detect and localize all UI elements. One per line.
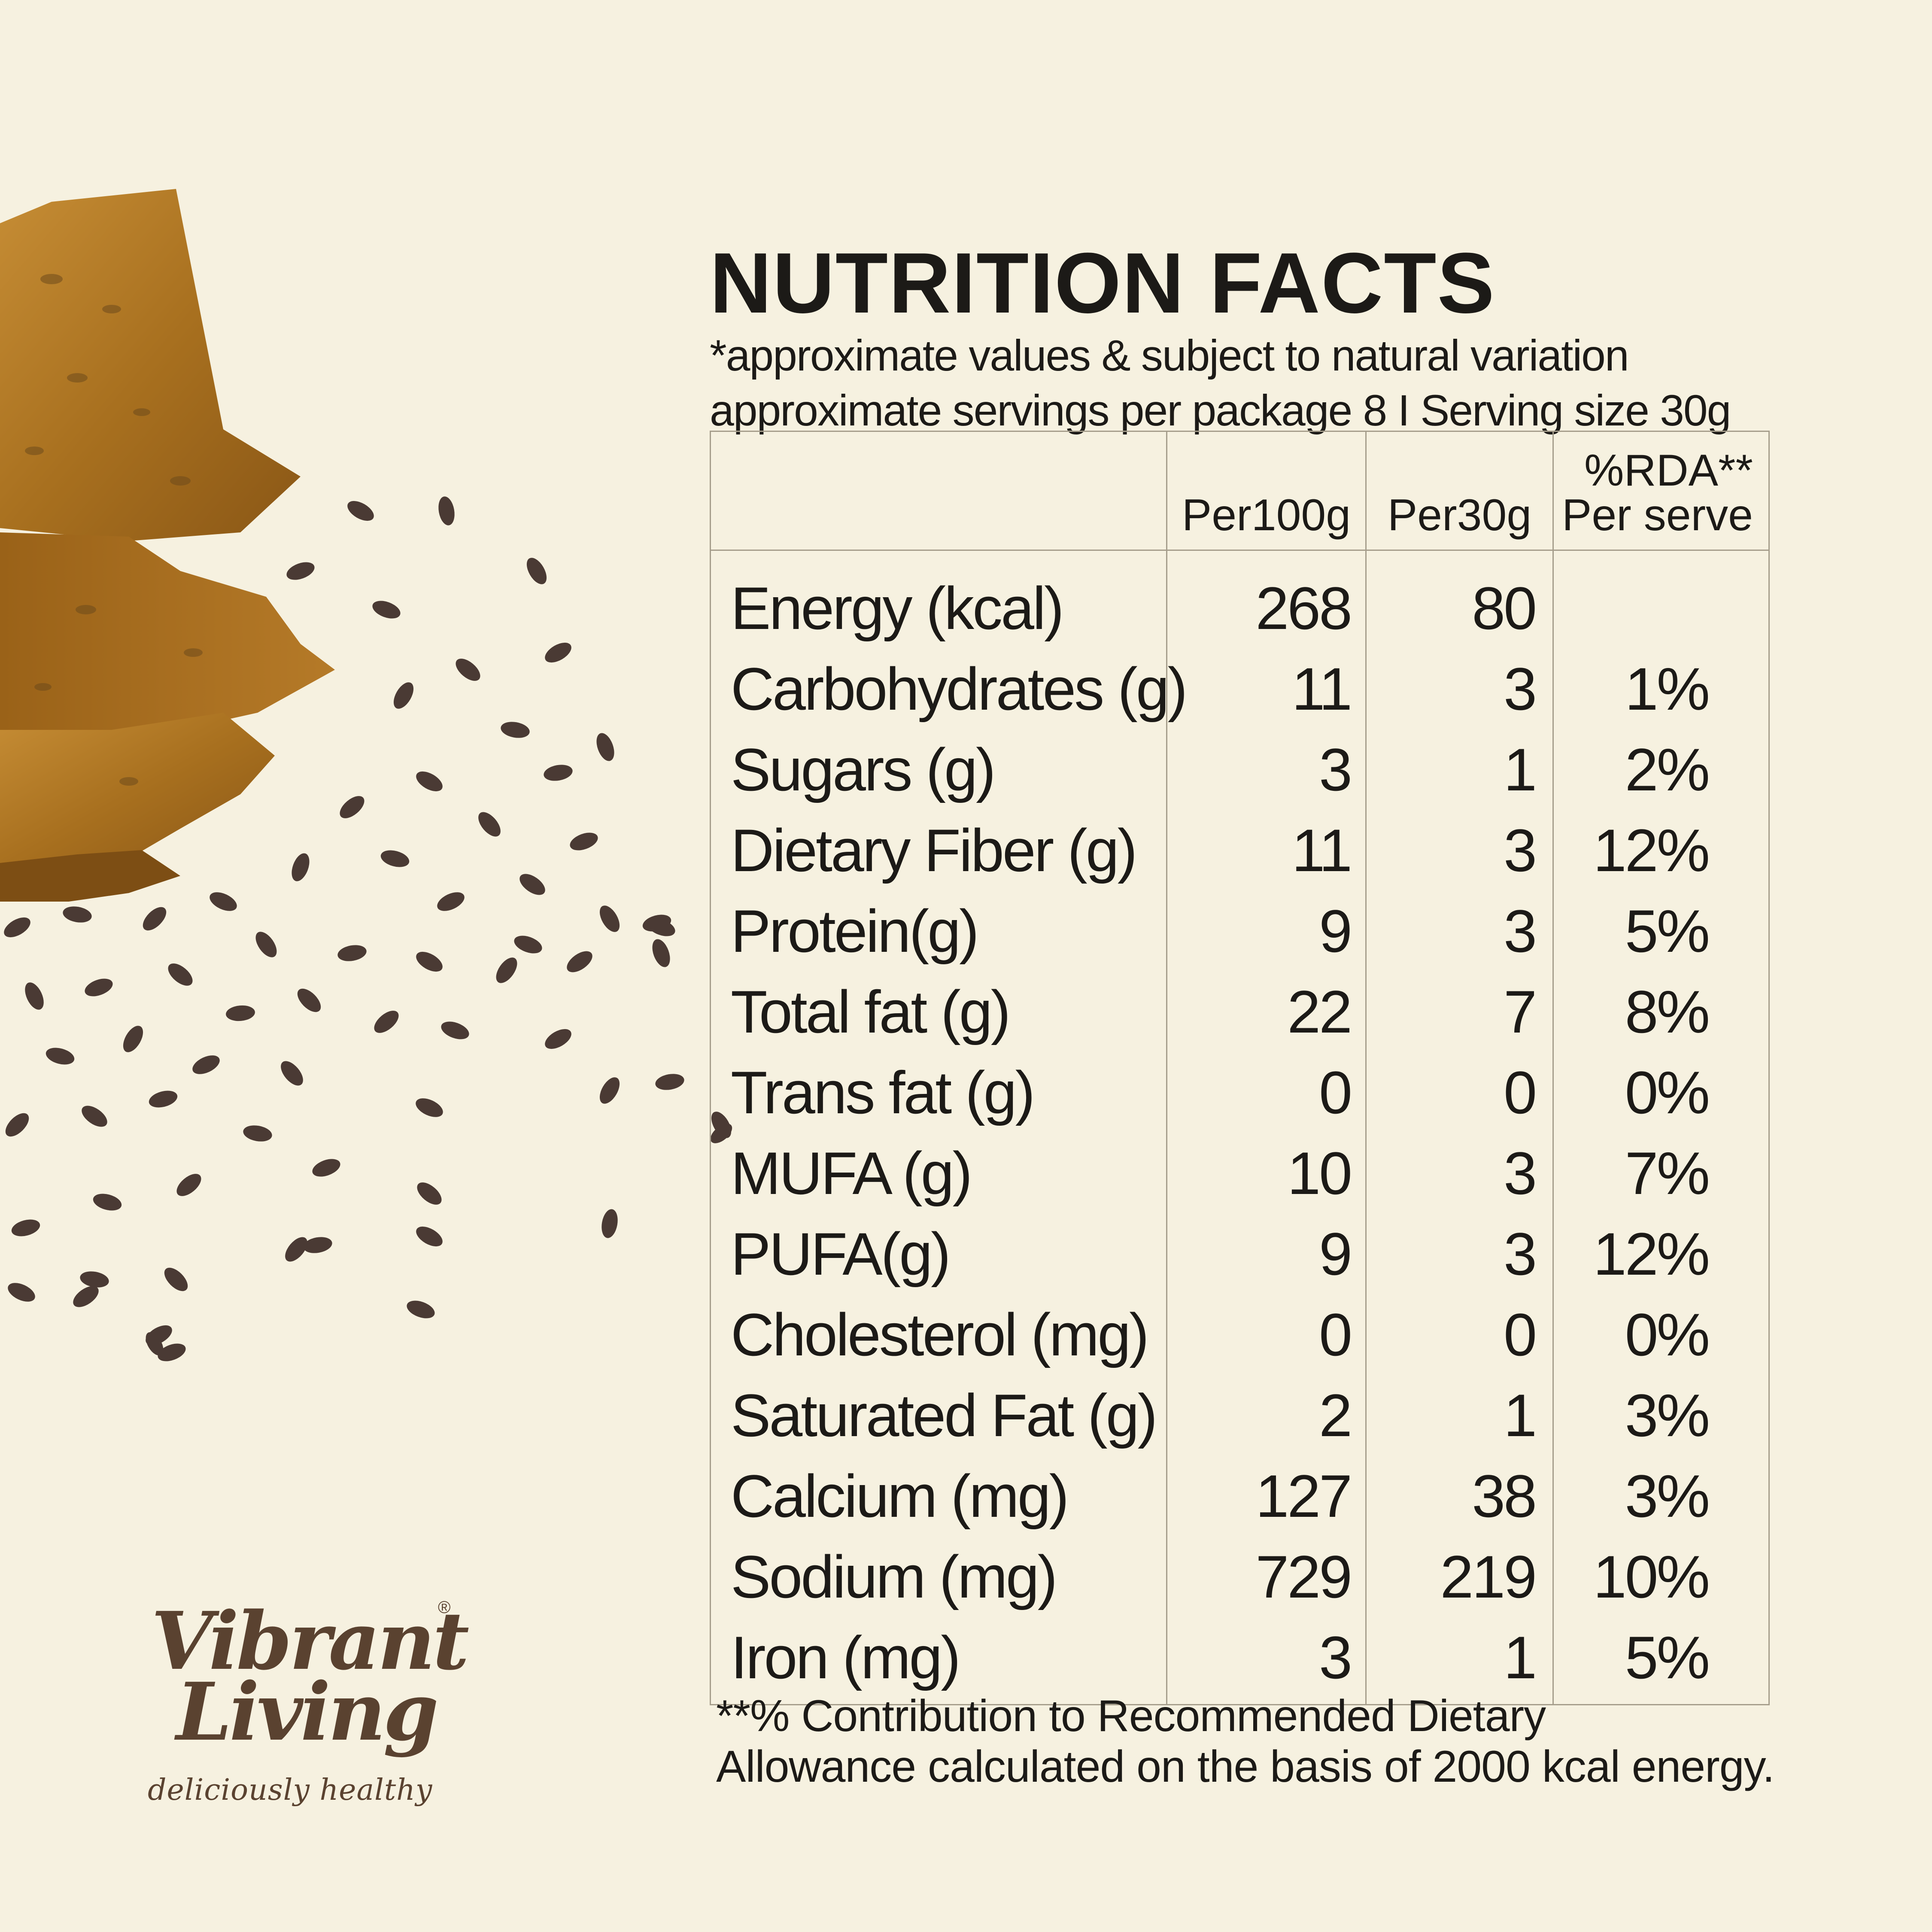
table-row: Protein(g) 9 3 5% <box>710 891 1770 972</box>
table-header-row: Per100g Per30g %RDA** Per serve <box>710 431 1770 551</box>
serving-info: approximate servings per package 8 I Ser… <box>710 386 1731 435</box>
nutrition-table: Per100g Per30g %RDA** Per serve Energy (… <box>710 431 1770 1705</box>
per100g-value: 0 <box>1166 1052 1367 1133</box>
brand-logo: Vibrant Living ® deliciously healthy <box>146 1594 469 1816</box>
cracker-bottom <box>0 850 180 902</box>
rda-value: 3% <box>1552 1375 1770 1456</box>
nutrient-label: Protein(g) <box>710 891 1167 972</box>
per30g-value: 1 <box>1365 1617 1554 1705</box>
nutrient-label: Sodium (mg) <box>710 1537 1167 1617</box>
per100g-value: 0 <box>1166 1294 1367 1375</box>
per30g-value: 1 <box>1365 729 1554 810</box>
logo-line2: Living <box>176 1665 439 1759</box>
logo-tagline: deliciously healthy <box>148 1773 433 1807</box>
table-row: Iron (mg) 3 1 5% <box>710 1617 1770 1705</box>
rda-value: 12% <box>1552 810 1770 891</box>
rda-footnote: **% Contribution to Recommended Dietary … <box>716 1691 1775 1792</box>
table-row: Total fat (g) 22 7 8% <box>710 972 1770 1052</box>
per100g-value: 2 <box>1166 1375 1367 1456</box>
rda-header-line1: %RDA** <box>1584 446 1753 495</box>
table-row: Cholesterol (mg) 0 0 0% <box>710 1294 1770 1375</box>
cracker-middle <box>0 532 335 738</box>
nutrient-label: Saturated Fat (g) <box>710 1375 1167 1456</box>
per100g-value: 268 <box>1166 550 1367 649</box>
per30g-value: 3 <box>1365 1133 1554 1214</box>
per100g-value: 22 <box>1166 972 1367 1052</box>
per100g-value: 3 <box>1166 729 1367 810</box>
per100g-value: 9 <box>1166 891 1367 972</box>
per30g-value: 3 <box>1365 810 1554 891</box>
rda-value: 0% <box>1552 1294 1770 1375</box>
per100g-value: 10 <box>1166 1133 1367 1214</box>
rda-value: 10% <box>1552 1537 1770 1617</box>
per30g-value: 219 <box>1365 1537 1554 1617</box>
per30g-value: 3 <box>1365 891 1554 972</box>
rda-value: 7% <box>1552 1133 1770 1214</box>
rda-header-line2: Per serve <box>1561 490 1753 540</box>
table-row: PUFA(g) 9 3 12% <box>710 1214 1770 1294</box>
nutrient-label: Energy (kcal) <box>710 550 1167 649</box>
table-row: Sodium (mg) 729 219 10% <box>710 1537 1770 1617</box>
footnote-line1: **% Contribution to Recommended Dietary <box>716 1691 1546 1741</box>
per100g-value: 127 <box>1166 1456 1367 1537</box>
table-row: Saturated Fat (g) 2 1 3% <box>710 1375 1770 1456</box>
nutrient-label: Sugars (g) <box>710 729 1167 810</box>
nutrient-label: MUFA (g) <box>710 1133 1167 1214</box>
per100g-value: 729 <box>1166 1537 1367 1617</box>
page-title: NUTRITION FACTS <box>710 235 1495 331</box>
nutrient-label: Cholesterol (mg) <box>710 1294 1167 1375</box>
rda-value: 3% <box>1552 1456 1770 1537</box>
rda-value: 8% <box>1552 972 1770 1052</box>
rda-value: 1% <box>1552 649 1770 729</box>
table-row: Sugars (g) 3 1 2% <box>710 729 1770 810</box>
table-row: Dietary Fiber (g) 11 3 12% <box>710 810 1770 891</box>
footnote-line2: Allowance calculated on the basis of 200… <box>716 1742 1775 1792</box>
table-row: Calcium (mg) 127 38 3% <box>710 1456 1770 1537</box>
rda-column-header: %RDA** Per serve <box>1552 431 1770 551</box>
rda-value: 5% <box>1552 1617 1770 1705</box>
cracker-top <box>0 189 301 541</box>
nutrient-label: Carbohydrates (g) <box>710 649 1188 729</box>
per30g-value: 1 <box>1365 1375 1554 1456</box>
logo-line1: Vibrant <box>151 1594 469 1688</box>
rda-value: 12% <box>1552 1214 1770 1294</box>
per100g-column-header: Per100g <box>1166 431 1367 551</box>
table-row: Energy (kcal) 268 80 <box>710 550 1770 649</box>
table-row: Trans fat (g) 0 0 0% <box>710 1052 1770 1133</box>
table-row: Carbohydrates (g) 11 3 1% <box>710 649 1770 729</box>
nutrient-label: Total fat (g) <box>710 972 1167 1052</box>
nutrient-label: PUFA(g) <box>710 1214 1167 1294</box>
rda-value: 5% <box>1552 891 1770 972</box>
cracker-lower <box>0 713 275 867</box>
per30g-value: 3 <box>1365 1214 1554 1294</box>
nutrient-label: Iron (mg) <box>710 1617 1167 1705</box>
per100g-value: 9 <box>1166 1214 1367 1294</box>
per30g-value: 3 <box>1365 649 1554 729</box>
registered-mark: ® <box>438 1598 451 1617</box>
per30g-column-header: Per30g <box>1365 431 1554 551</box>
nutrition-header: NUTRITION FACTS *approximate values & su… <box>710 240 1783 436</box>
per30g-value: 0 <box>1365 1294 1554 1375</box>
nutrient-column-header <box>710 431 1167 551</box>
per100g-value: 11 <box>1166 649 1367 729</box>
nutrient-label: Calcium (mg) <box>710 1456 1167 1537</box>
rda-value: 2% <box>1552 729 1770 810</box>
per30g-value: 38 <box>1365 1456 1554 1537</box>
per30g-value: 0 <box>1365 1052 1554 1133</box>
per100g-value: 11 <box>1166 810 1367 891</box>
per30g-value: 7 <box>1365 972 1554 1052</box>
nutrient-label: Dietary Fiber (g) <box>710 810 1167 891</box>
per30g-value: 80 <box>1365 550 1554 649</box>
rda-value: 0% <box>1552 1052 1770 1133</box>
per100g-value: 3 <box>1166 1617 1367 1705</box>
rda-value <box>1552 550 1770 649</box>
approximate-values-note: *approximate values & subject to natural… <box>710 331 1629 380</box>
nutrient-label: Trans fat (g) <box>710 1052 1167 1133</box>
table-row: MUFA (g) 10 3 7% <box>710 1133 1770 1214</box>
